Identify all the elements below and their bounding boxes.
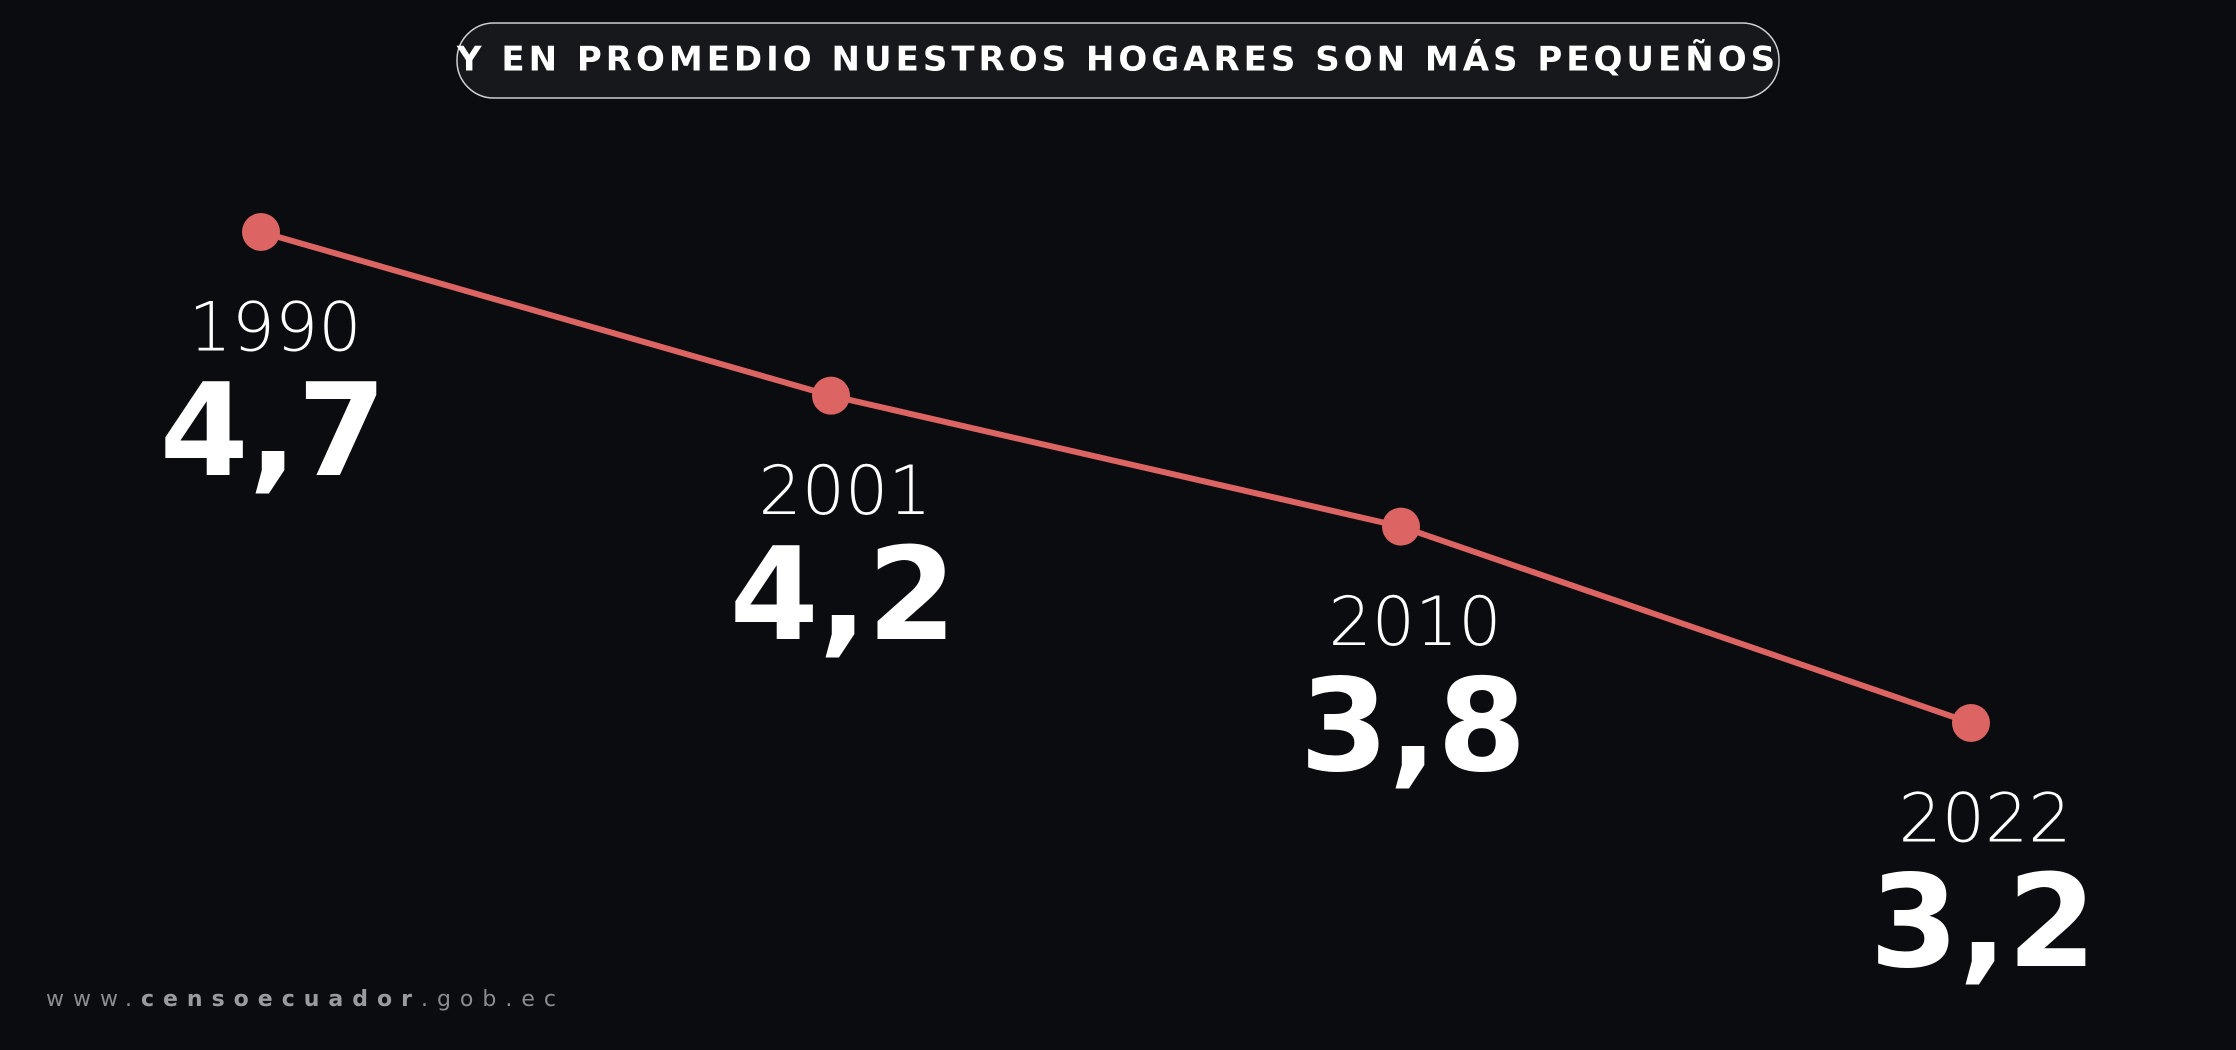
footer-domain: censoecuador xyxy=(141,987,421,1012)
point-marker xyxy=(1952,704,1990,742)
year-label: 1990 xyxy=(188,289,361,368)
year-label: 2010 xyxy=(1328,583,1501,662)
trend-line xyxy=(260,229,1972,726)
title-pill xyxy=(456,22,1780,99)
point-marker xyxy=(242,213,280,251)
year-label: 2022 xyxy=(1898,780,2071,859)
value-label: 4,7 xyxy=(160,357,387,506)
footer-url: www.censoecuador.gob.ec xyxy=(46,987,565,1012)
point-marker xyxy=(812,376,850,415)
value-label: 3,2 xyxy=(1870,848,2097,997)
chart-title: Y EN PROMEDIO NUESTROS HOGARES SON MÁS P… xyxy=(456,39,1779,80)
year-label: 2001 xyxy=(758,452,931,531)
footer-prefix: www. xyxy=(46,987,141,1012)
footer-suffix: .gob.ec xyxy=(421,987,565,1012)
value-label: 3,8 xyxy=(1300,652,1527,801)
point-marker xyxy=(1382,507,1420,546)
value-label: 4,2 xyxy=(730,521,957,670)
